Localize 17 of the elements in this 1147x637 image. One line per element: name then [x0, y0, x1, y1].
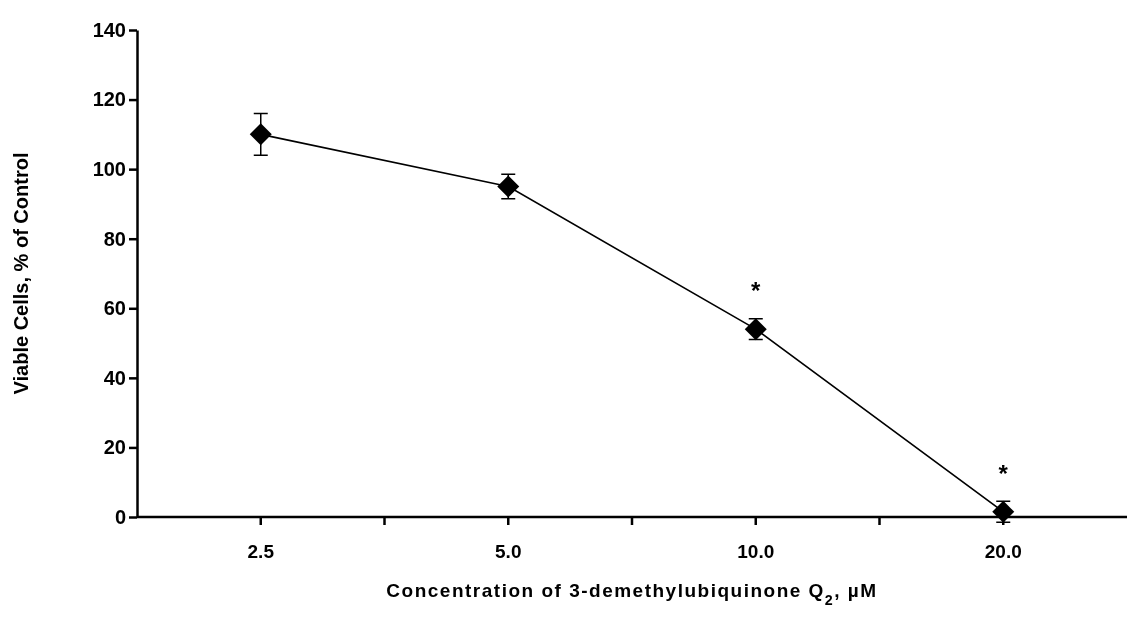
y-tick-label: 60	[103, 297, 126, 320]
x-tick-label: 5.0	[495, 541, 522, 563]
y-axis-title: Viable Cells, % of Control	[10, 152, 32, 395]
y-tick-label: 40	[103, 366, 126, 389]
y-tick-label: 20	[103, 436, 126, 459]
y-tick-label: 120	[92, 88, 126, 111]
y-tick-label: 0	[114, 505, 126, 528]
annotation: *	[751, 277, 762, 305]
y-tick-label: 80	[103, 227, 126, 250]
point	[249, 123, 272, 146]
y-tick-label: 100	[92, 158, 126, 181]
x-tick-label: 10.0	[737, 541, 775, 563]
annotation: *	[998, 459, 1009, 487]
y-tick-label: 140	[92, 18, 126, 41]
x-tick-label: 20.0	[984, 541, 1022, 563]
x-axis-title: Concentration of 3-demethylubiquinone Q$_{2}$, µM	[386, 580, 878, 608]
x-tick-label: 2.5	[247, 541, 275, 563]
